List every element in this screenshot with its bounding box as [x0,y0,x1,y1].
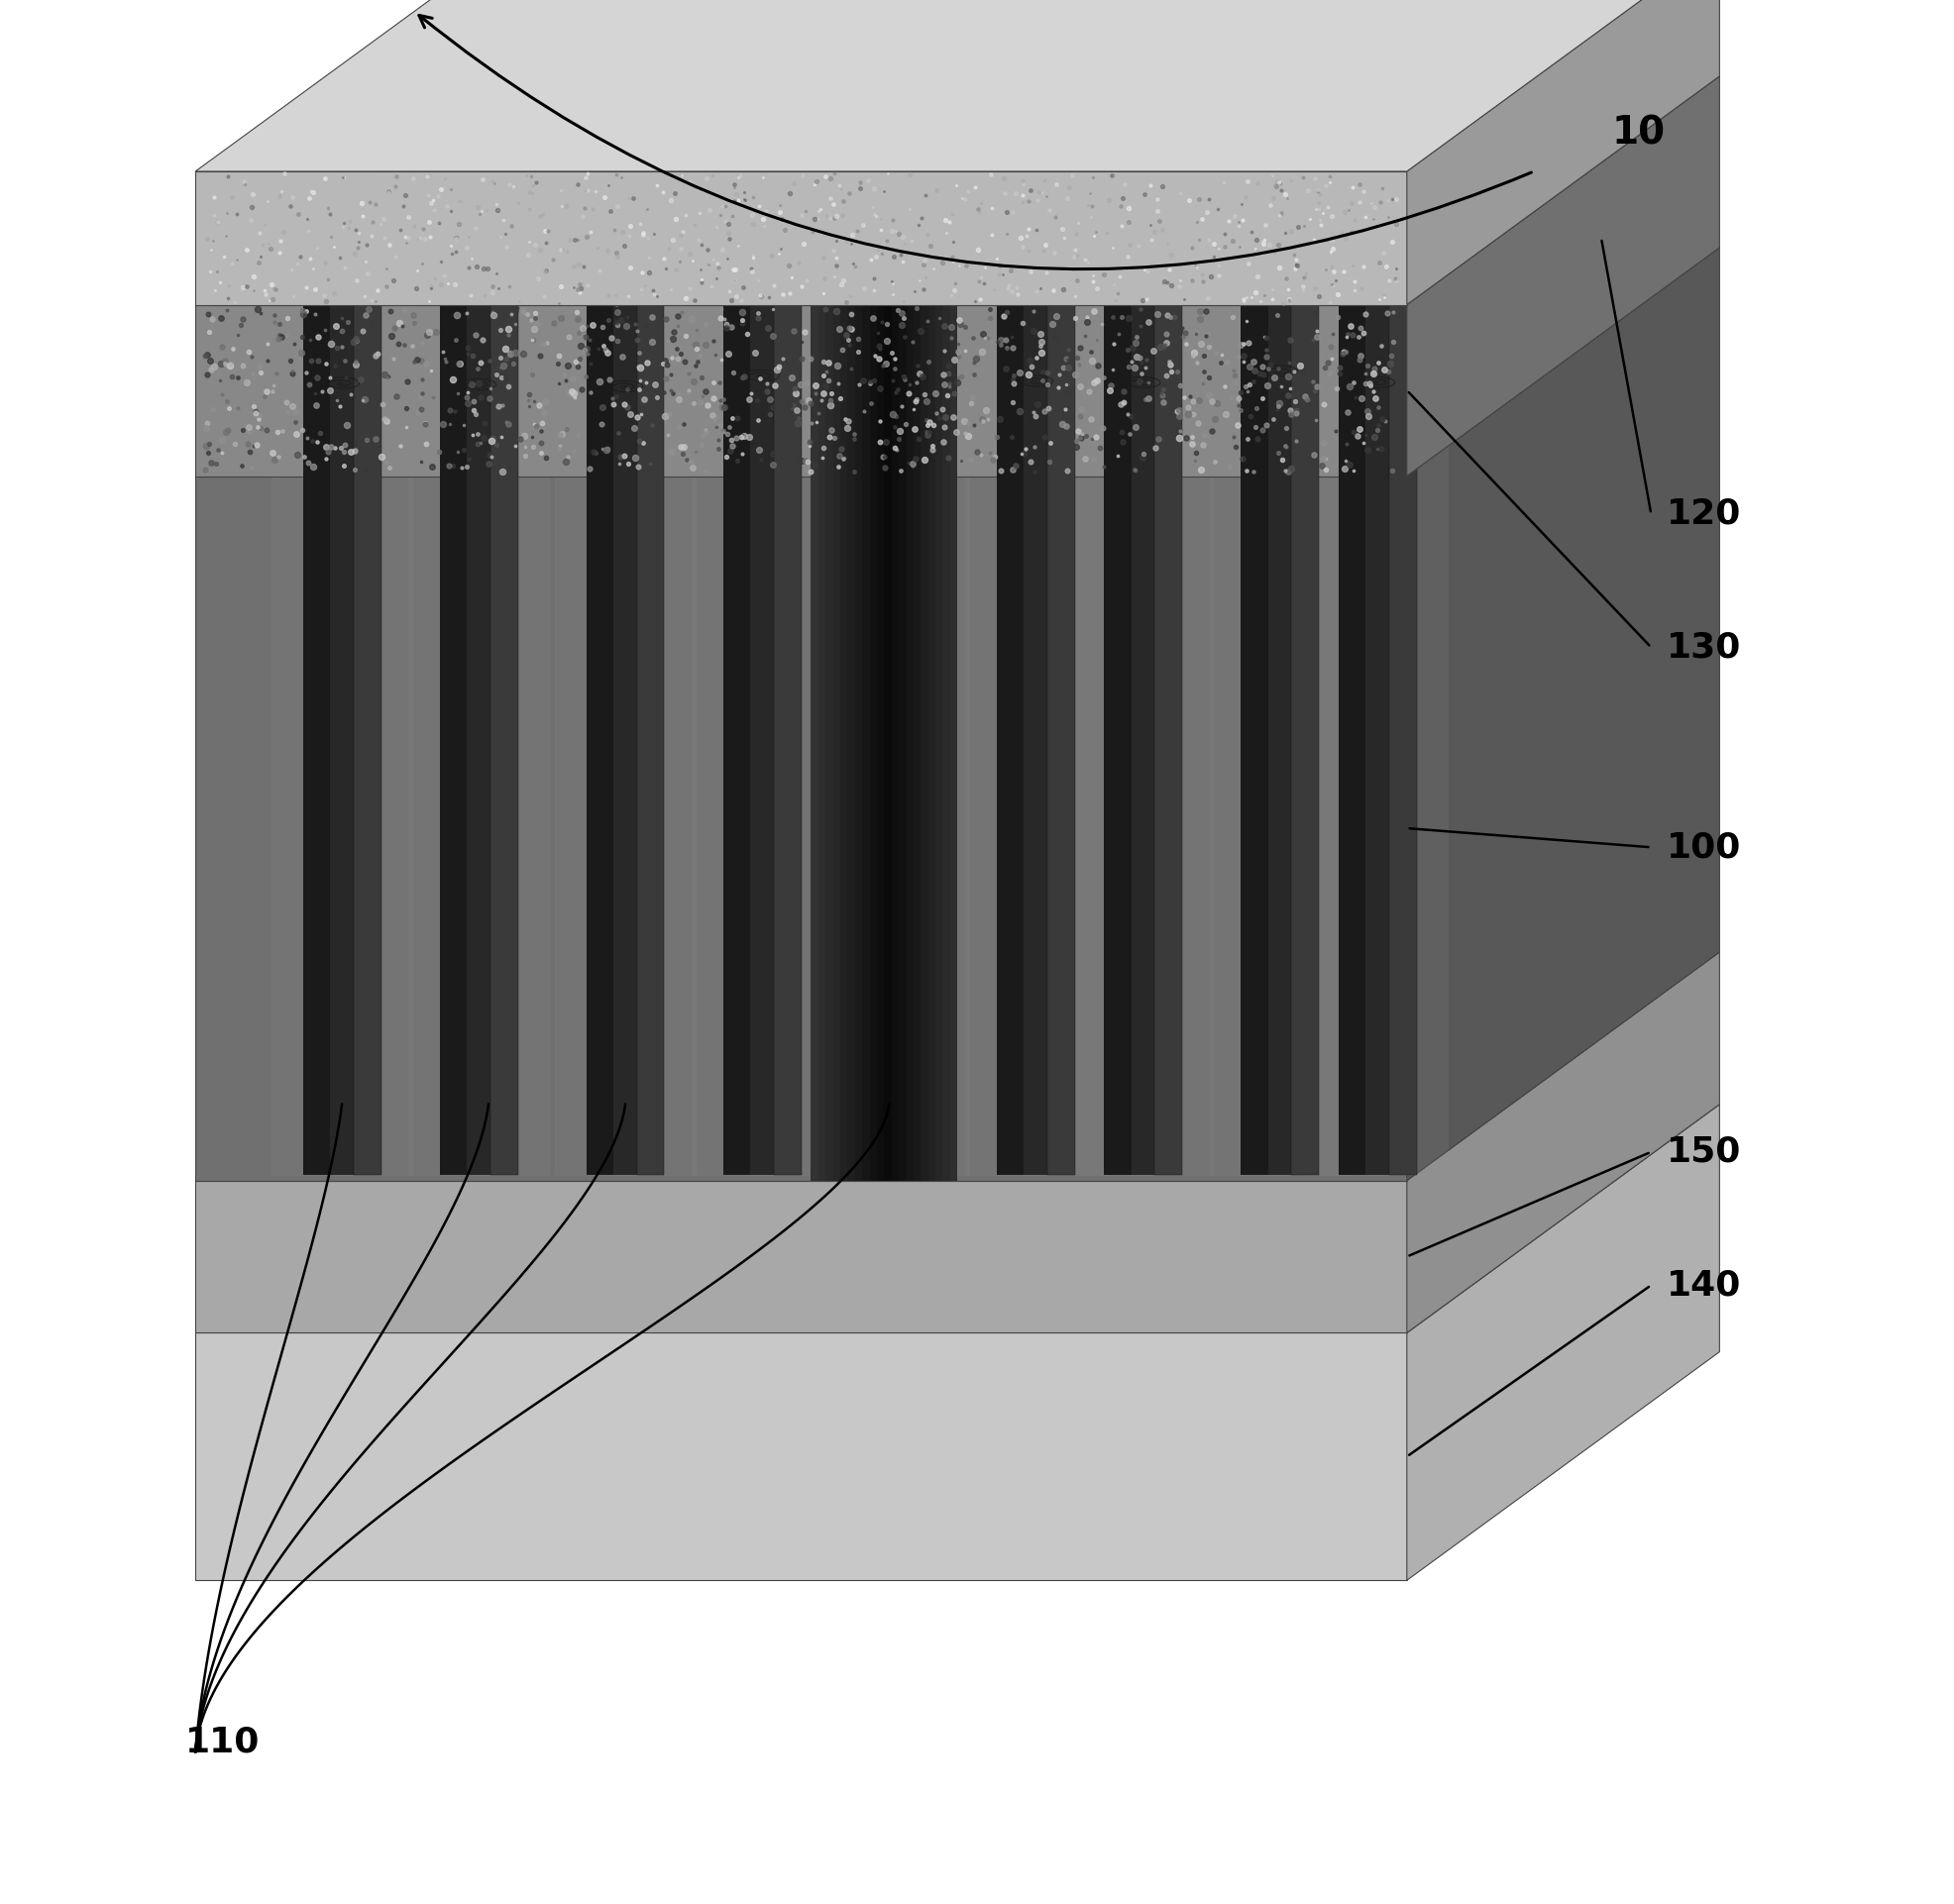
Polygon shape [440,295,467,1175]
Ellipse shape [860,288,938,303]
Polygon shape [825,295,832,1180]
Polygon shape [1292,295,1319,1175]
Polygon shape [614,295,637,1175]
Polygon shape [1407,0,1720,305]
Polygon shape [692,295,832,1175]
Polygon shape [950,295,957,1180]
Polygon shape [891,295,899,1180]
Polygon shape [586,295,614,1175]
Polygon shape [997,295,1024,1175]
Polygon shape [408,295,549,1175]
Polygon shape [819,295,825,1180]
Polygon shape [811,295,819,1180]
Polygon shape [774,295,801,1175]
Text: 130: 130 [1667,630,1741,664]
Polygon shape [936,295,942,1180]
Polygon shape [877,295,883,1180]
Ellipse shape [1241,288,1319,303]
Ellipse shape [586,288,664,303]
Polygon shape [965,295,1106,1175]
Text: 110: 110 [186,1725,260,1759]
Polygon shape [195,952,1720,1180]
Polygon shape [1210,295,1350,1175]
Polygon shape [1047,295,1075,1175]
Text: 100: 100 [1667,830,1741,864]
Polygon shape [272,295,412,1175]
Polygon shape [195,1104,1720,1333]
Polygon shape [1073,295,1213,1175]
Polygon shape [195,248,1720,476]
Polygon shape [750,295,774,1175]
Polygon shape [1155,295,1182,1175]
Ellipse shape [1338,288,1417,303]
Polygon shape [913,295,920,1180]
Polygon shape [195,476,1407,1180]
Polygon shape [848,295,854,1180]
Polygon shape [490,295,518,1175]
Polygon shape [330,295,354,1175]
Polygon shape [870,295,877,1180]
Polygon shape [1389,295,1417,1175]
Polygon shape [856,295,862,1180]
Polygon shape [1407,1104,1720,1580]
Ellipse shape [440,288,518,303]
Polygon shape [1268,295,1292,1175]
Polygon shape [467,295,490,1175]
Polygon shape [723,295,750,1175]
Polygon shape [1024,295,1047,1175]
Text: 140: 140 [1667,1268,1741,1302]
Polygon shape [832,295,840,1180]
Text: 10: 10 [1612,114,1665,152]
Polygon shape [1104,295,1131,1175]
Polygon shape [1307,295,1448,1175]
Polygon shape [1131,295,1155,1175]
Polygon shape [1407,248,1720,1180]
Polygon shape [195,76,1720,305]
Polygon shape [1338,295,1366,1175]
Polygon shape [637,295,664,1175]
Polygon shape [828,295,969,1175]
Polygon shape [1407,76,1720,476]
Polygon shape [1366,295,1389,1175]
Polygon shape [840,295,848,1180]
Polygon shape [862,295,870,1180]
Polygon shape [887,295,911,1175]
Polygon shape [303,295,330,1175]
Ellipse shape [997,288,1075,303]
Ellipse shape [1104,288,1182,303]
Polygon shape [907,295,913,1180]
Polygon shape [555,295,696,1175]
Polygon shape [883,295,891,1180]
Polygon shape [1407,952,1720,1333]
Polygon shape [354,295,381,1175]
Polygon shape [195,1333,1407,1580]
Polygon shape [195,1180,1407,1333]
Polygon shape [911,295,938,1175]
Polygon shape [860,295,887,1175]
Polygon shape [920,295,928,1180]
Polygon shape [942,295,950,1180]
Text: 150: 150 [1667,1135,1741,1169]
Polygon shape [928,295,936,1180]
Polygon shape [1241,295,1268,1175]
Polygon shape [195,171,1407,305]
Polygon shape [195,0,1720,171]
Polygon shape [899,295,907,1180]
Ellipse shape [723,288,801,303]
Ellipse shape [303,288,381,303]
Polygon shape [195,305,1407,476]
Text: 120: 120 [1667,497,1741,531]
